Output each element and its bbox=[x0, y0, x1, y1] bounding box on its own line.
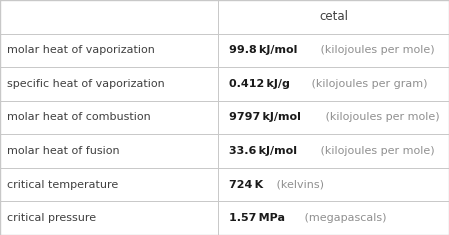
Text: 1.57 MPa: 1.57 MPa bbox=[229, 213, 285, 223]
Text: 33.6 kJ/mol: 33.6 kJ/mol bbox=[229, 146, 297, 156]
Text: 724 K: 724 K bbox=[229, 180, 263, 190]
Text: (kilojoules per mole): (kilojoules per mole) bbox=[322, 113, 440, 122]
Text: critical pressure: critical pressure bbox=[7, 213, 96, 223]
Text: molar heat of combustion: molar heat of combustion bbox=[7, 113, 150, 122]
Text: specific heat of vaporization: specific heat of vaporization bbox=[7, 79, 164, 89]
Text: cetal: cetal bbox=[319, 10, 348, 23]
Text: molar heat of fusion: molar heat of fusion bbox=[7, 146, 119, 156]
Text: 99.8 kJ/mol: 99.8 kJ/mol bbox=[229, 45, 297, 55]
Text: (megapascals): (megapascals) bbox=[301, 213, 387, 223]
Text: molar heat of vaporization: molar heat of vaporization bbox=[7, 45, 154, 55]
Text: critical temperature: critical temperature bbox=[7, 180, 118, 190]
Text: 0.412 kJ/g: 0.412 kJ/g bbox=[229, 79, 290, 89]
Text: 9797 kJ/mol: 9797 kJ/mol bbox=[229, 113, 301, 122]
Text: (kilojoules per mole): (kilojoules per mole) bbox=[317, 45, 435, 55]
Text: (kilojoules per mole): (kilojoules per mole) bbox=[317, 146, 434, 156]
Text: (kilojoules per gram): (kilojoules per gram) bbox=[308, 79, 427, 89]
Text: (kelvins): (kelvins) bbox=[273, 180, 324, 190]
